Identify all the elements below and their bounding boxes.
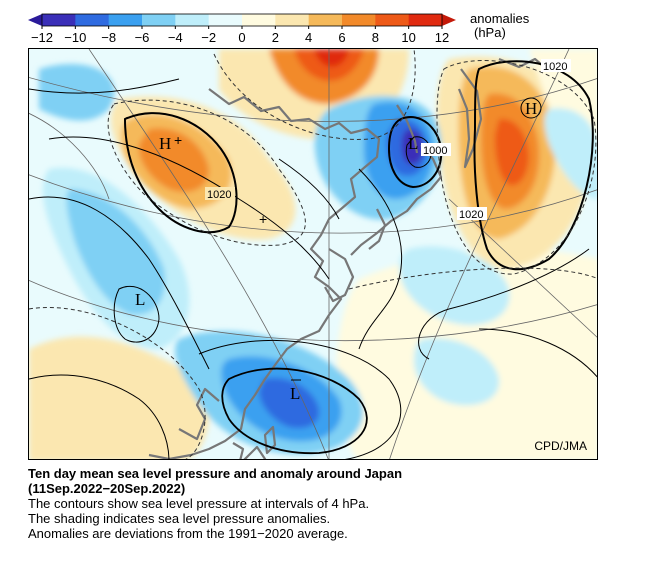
colorbar-tick-label: −4 [168, 30, 183, 45]
graticule [29, 49, 597, 459]
colorbar-arrow-low [28, 14, 42, 26]
pressure-label-1020-west: 1020 [207, 189, 231, 201]
colorbar-cell [275, 14, 310, 26]
pressure-label-1020-east: 1020 [459, 209, 483, 221]
high-center-west: H [159, 134, 171, 153]
pressure-centers: H + + H L L L [135, 97, 542, 403]
secondary-high-marker: + [259, 211, 267, 227]
colorbar-tick-label: −2 [201, 30, 216, 45]
legend-title-unit: (hPa) [474, 25, 506, 40]
colorbar-cell [242, 14, 276, 26]
colorbar-tick-label: −6 [135, 30, 150, 45]
caption-period: (11Sep.2022−20Sep.2022) [28, 481, 186, 496]
colorbar-cell [42, 14, 76, 26]
high-center-east-circle [520, 97, 542, 119]
colorbar-tick-label: −12 [31, 30, 53, 45]
colorbar-cell [208, 14, 243, 26]
caption: Ten day mean sea level pressure and anom… [28, 466, 628, 541]
caption-title: Ten day mean sea level pressure and anom… [28, 466, 403, 481]
anomaly-colorbar: −12 −10 −8 −6 −4 −2 0 2 4 6 8 10 12 [28, 13, 456, 45]
colorbar-cell [142, 14, 176, 26]
colorbar-tick-label: −10 [64, 30, 86, 45]
low-center-west: L [135, 290, 145, 309]
colorbar-cell [308, 14, 343, 26]
high-center-west-marker: + [174, 132, 182, 148]
caption-line-shading: The shading indicates sea level pressure… [28, 511, 331, 526]
coastlines [148, 57, 550, 459]
colorbar-cell [342, 14, 376, 26]
colorbar-ticks: −12 −10 −8 −6 −4 −2 0 2 4 6 8 10 12 [31, 26, 449, 45]
legend-title: anomalies (hPa) [470, 12, 529, 40]
pressure-label-1000: 1000 [423, 145, 447, 157]
colorbar-tick-label: −8 [101, 30, 116, 45]
high-center-east: H [525, 99, 537, 118]
caption-line-contours: The contours show sea level pressure at … [28, 496, 370, 511]
low-center-north: L [408, 134, 418, 153]
colorbar-cell [108, 14, 143, 26]
colorbar-tick-label: 6 [338, 30, 345, 45]
colorbar-arrow-high [442, 14, 456, 26]
colorbar-cell [175, 14, 210, 26]
colorbar-tick-label: 4 [305, 30, 312, 45]
colorbar-tick-label: 8 [372, 30, 379, 45]
colorbar-cell [375, 14, 410, 26]
low-center-south: L [290, 384, 300, 403]
pressure-label-1020-northeast: 1020 [543, 61, 567, 73]
colorbar-tick-label: 10 [401, 30, 415, 45]
credit-label: CPD/JMA [534, 439, 587, 453]
colorbar-tick-label: 0 [238, 30, 245, 45]
colorbar-tick-label: 12 [435, 30, 449, 45]
colorbar-cell [408, 14, 443, 26]
sea-level-pressure-map: 1020 1020 1000 1020 H + + H L L L CPD/JM… [28, 48, 598, 460]
colorbar-tick-label: 2 [272, 30, 279, 45]
caption-line-anomalies: Anomalies are deviations from the 1991−2… [28, 526, 348, 541]
legend-title-anomalies: anomalies [470, 11, 530, 26]
colorbar-cell [75, 14, 110, 26]
colorbar-cells [28, 13, 456, 27]
pressure-labels: 1020 1020 1000 1020 [205, 59, 571, 221]
